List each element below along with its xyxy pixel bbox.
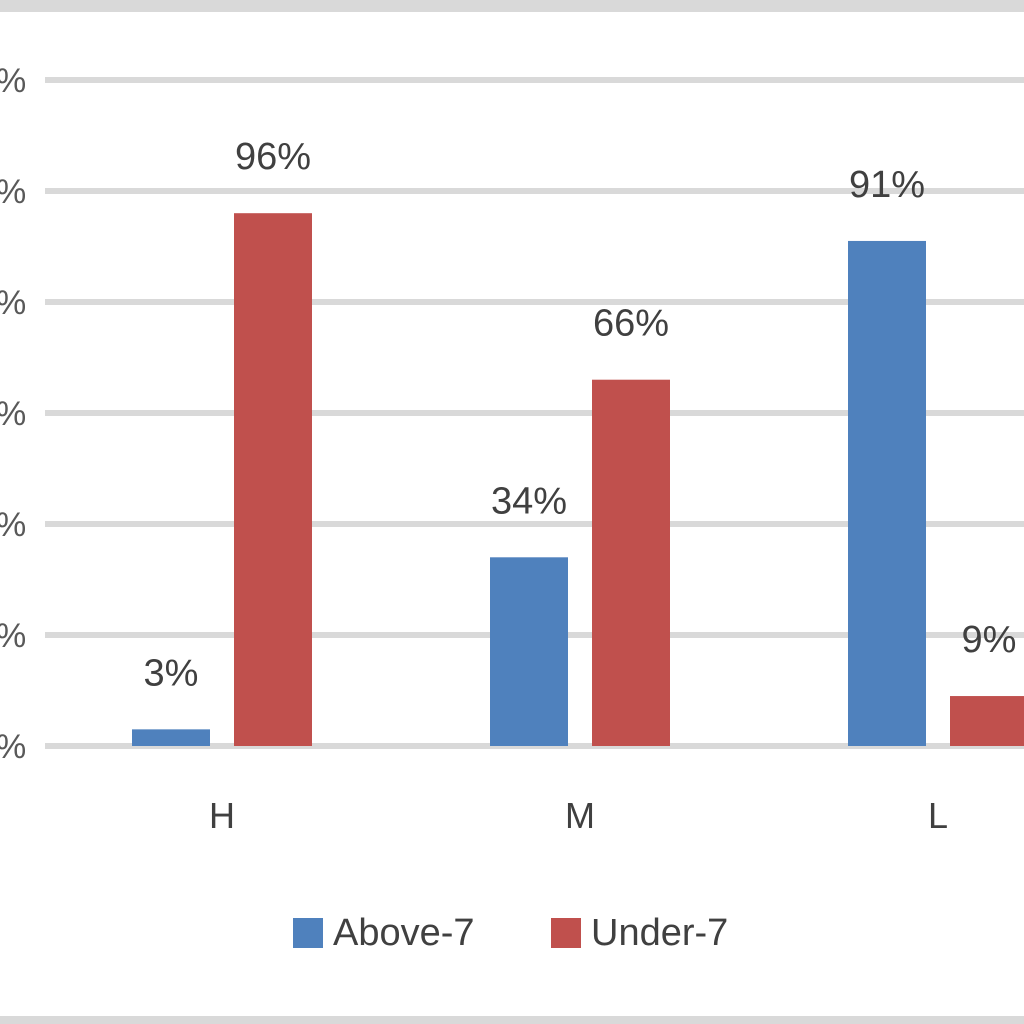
y-tick-label: % bbox=[0, 506, 26, 544]
data-label: 96% bbox=[235, 136, 311, 178]
data-label: 91% bbox=[849, 164, 925, 206]
y-tick-label: % bbox=[0, 617, 26, 655]
bar-chart: %%%%%%% 3% 34% 91% 96% 66% 9% H M L Above-7 Unde… bbox=[0, 62, 1024, 954]
data-label: 9% bbox=[962, 619, 1017, 661]
data-labels: 3% 34% 91% 96% 66% 9% bbox=[144, 136, 1017, 694]
gridlines bbox=[45, 77, 1024, 749]
x-category-label: H bbox=[209, 795, 235, 836]
y-tick-label: % bbox=[0, 173, 26, 211]
bar-under-7-h bbox=[234, 213, 312, 746]
legend-swatch bbox=[551, 918, 581, 948]
legend-swatch bbox=[293, 918, 323, 948]
x-category-label: M bbox=[565, 795, 595, 836]
y-tick-label: % bbox=[0, 395, 26, 433]
y-tick-label: % bbox=[0, 284, 26, 322]
data-label: 34% bbox=[491, 480, 567, 522]
chart-frame: %%%%%%% 3% 34% 91% 96% 66% 9% H M L Above-7 Unde… bbox=[0, 12, 1024, 1016]
bar-under-7-m bbox=[592, 379, 670, 746]
bar-above-7-h bbox=[132, 729, 210, 746]
y-tick-label: % bbox=[0, 728, 26, 766]
y-tick-label: % bbox=[0, 62, 26, 100]
legend-label: Above-7 bbox=[333, 912, 475, 954]
data-label: 3% bbox=[144, 652, 199, 694]
legend-item-under-7: Under-7 bbox=[551, 912, 728, 954]
legend: Above-7 Under-7 bbox=[293, 912, 728, 954]
data-label: 66% bbox=[593, 303, 669, 345]
bar-under-7-l bbox=[950, 696, 1024, 746]
y-axis-ticks: %%%%%%% bbox=[0, 62, 26, 766]
bar-above-7-m bbox=[490, 557, 568, 746]
x-category-label: L bbox=[928, 795, 948, 836]
legend-label: Under-7 bbox=[591, 912, 728, 954]
bars bbox=[132, 213, 1024, 746]
bar-above-7-l bbox=[848, 240, 926, 746]
legend-item-above-7: Above-7 bbox=[293, 912, 475, 954]
